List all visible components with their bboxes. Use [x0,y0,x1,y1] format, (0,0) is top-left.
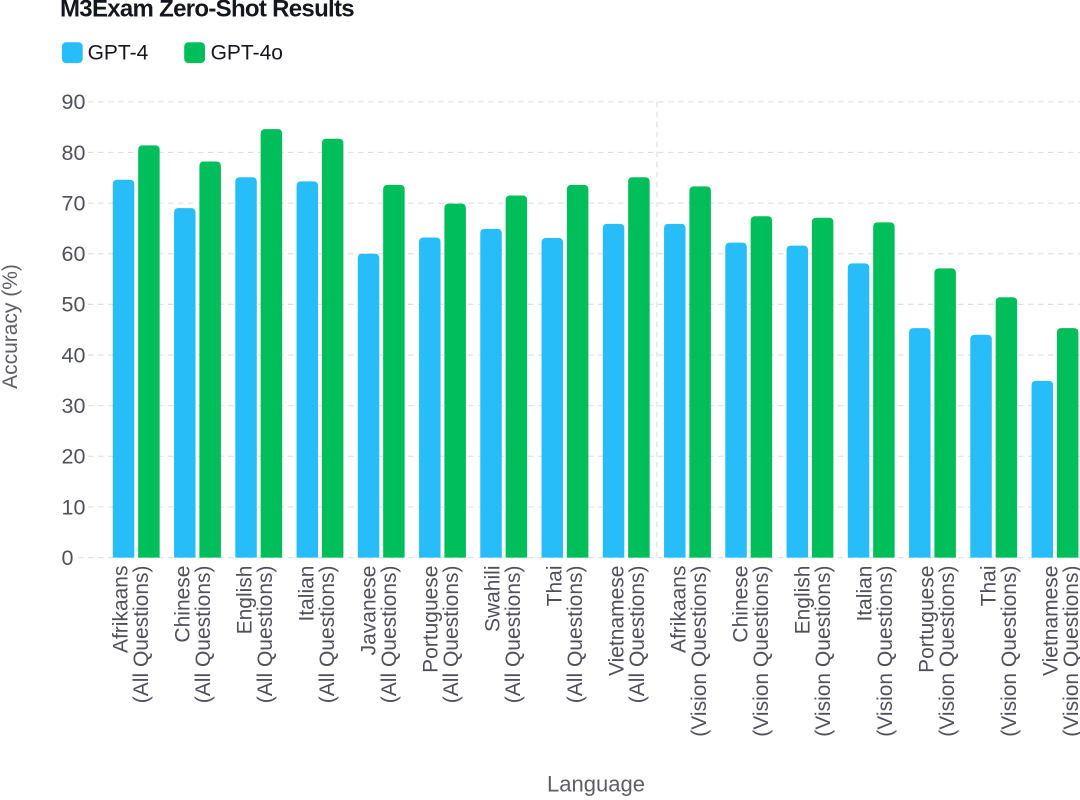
svg-text:Chinese: Chinese [171,566,194,643]
svg-text:Thai: Thai [977,566,1000,607]
svg-text:40: 40 [62,343,86,367]
svg-text:90: 90 [62,90,86,114]
svg-text:Accuracy (%): Accuracy (%) [0,264,22,389]
svg-text:Italian: Italian [853,566,876,622]
svg-text:30: 30 [62,394,86,418]
svg-text:Italian: Italian [295,566,318,622]
svg-text:(All Questions): (All Questions) [192,566,215,704]
svg-text:M3Exam Zero-Shot Results: M3Exam Zero-Shot Results [60,0,354,23]
svg-text:Afrikaans: Afrikaans [667,566,690,654]
svg-text:80: 80 [62,141,86,165]
svg-text:(All Questions): (All Questions) [130,566,153,704]
svg-text:Vietnamese: Vietnamese [1039,566,1062,677]
svg-text:(Vision Questions): (Vision Questions) [688,566,711,737]
svg-text:Chinese: Chinese [729,566,752,643]
svg-text:GPT-4: GPT-4 [88,41,149,64]
svg-text:50: 50 [62,293,86,317]
svg-text:(All Questions): (All Questions) [316,566,339,704]
svg-text:English: English [233,566,256,635]
svg-text:0: 0 [62,546,74,570]
svg-text:Portuguese: Portuguese [419,566,442,673]
svg-text:English: English [791,566,814,635]
svg-text:Language: Language [547,772,645,797]
svg-text:60: 60 [62,242,86,266]
svg-text:(All Questions): (All Questions) [254,566,277,704]
svg-text:(All Questions): (All Questions) [626,566,649,704]
svg-text:10: 10 [62,495,86,519]
svg-text:Portuguese: Portuguese [915,566,938,673]
svg-text:Thai: Thai [543,566,566,607]
svg-text:(All Questions): (All Questions) [378,566,401,704]
svg-text:(All Questions): (All Questions) [502,566,525,704]
svg-text:(Vision Questions): (Vision Questions) [1060,566,1080,737]
svg-text:(All Questions): (All Questions) [564,566,587,704]
svg-text:(All Questions): (All Questions) [440,566,463,704]
svg-text:Swahili: Swahili [481,566,504,633]
svg-text:70: 70 [62,191,86,215]
svg-text:(Vision Questions): (Vision Questions) [998,566,1021,737]
svg-text:(Vision Questions): (Vision Questions) [874,566,897,737]
svg-text:20: 20 [62,445,86,469]
svg-text:GPT-4o: GPT-4o [211,41,283,64]
svg-text:(Vision Questions): (Vision Questions) [750,566,773,737]
svg-text:(Vision Questions): (Vision Questions) [936,566,959,737]
svg-text:Afrikaans: Afrikaans [109,566,132,654]
svg-text:Javanese: Javanese [357,566,380,656]
svg-text:(Vision Questions): (Vision Questions) [812,566,835,737]
svg-text:Vietnamese: Vietnamese [605,566,628,677]
